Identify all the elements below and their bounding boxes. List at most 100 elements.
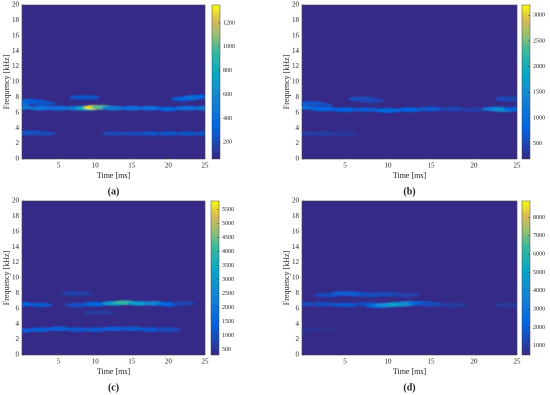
colorbar-tick-label: 3000: [222, 277, 234, 283]
spectral-cell: [138, 131, 162, 136]
colorbar-tick-label: 6000: [533, 252, 545, 258]
spectral-cell: [331, 107, 359, 113]
y-tick-label: 6: [296, 108, 300, 116]
x-tick-label: 15: [128, 358, 136, 366]
spectral-cell: [90, 310, 115, 315]
colorbar-tick-label: 1500: [222, 319, 234, 325]
spectral-cell: [76, 95, 100, 100]
y-tick-label: 10: [12, 274, 20, 282]
spectral-cell: [68, 291, 93, 296]
spectral-cell: [331, 302, 359, 308]
y-tick-label: 16: [292, 227, 300, 235]
y-tick-label: 10: [292, 274, 300, 282]
colorbar: [521, 4, 531, 160]
spectral-cell: [138, 105, 162, 111]
x-tick-label: 15: [428, 162, 436, 170]
plot-area: [302, 5, 517, 159]
colorbar-tick-label: 3000: [533, 307, 545, 313]
x-axis-label: Time [ms]: [393, 367, 427, 376]
spectral-cell: [331, 131, 359, 136]
y-tick-label: 12: [292, 62, 300, 70]
spectral-cell: [374, 108, 402, 113]
y-tick-label: 6: [16, 108, 20, 116]
colorbar: [211, 4, 221, 160]
spectral-cell: [156, 106, 181, 112]
plot-area: [22, 201, 205, 355]
y-tick-label: 8: [296, 93, 300, 101]
spectral-cell: [395, 107, 424, 113]
y-tick-label: 0: [16, 351, 20, 359]
spectrogram: [302, 291, 517, 332]
spectral-cell: [460, 107, 488, 113]
colorbar-tick-label: 5000: [222, 221, 234, 227]
spectral-cell: [65, 327, 89, 332]
spectral-cell: [120, 326, 144, 332]
spectral-cell: [309, 301, 338, 307]
spectral-cell: [28, 327, 53, 332]
y-tick-label: 16: [12, 227, 20, 235]
x-tick-label: 20: [471, 358, 479, 366]
y-tick-label: 20: [292, 1, 300, 9]
colorbar-tick-label: 2500: [533, 38, 545, 44]
spectral-cell: [32, 101, 56, 106]
spectral-cell: [193, 105, 205, 111]
spectral-cell: [83, 301, 107, 307]
x-tick-label: 25: [514, 358, 522, 366]
colorbar-tick-label: 1500: [533, 90, 545, 96]
y-tick-label: 0: [296, 351, 300, 359]
y-axis-label: Frequency [kHz]: [282, 250, 291, 305]
spectral-cell: [120, 131, 144, 136]
caption: (a): [108, 186, 120, 197]
spectral-cell: [309, 106, 338, 112]
spectral-cell: [309, 131, 338, 136]
caption: (b): [403, 186, 415, 197]
colorbar-tick-label: 7000: [533, 233, 545, 239]
y-tick-label: 4: [296, 124, 300, 132]
spectral-cell: [193, 94, 205, 99]
spectral-cell: [174, 105, 199, 111]
y-tick-label: 18: [12, 16, 20, 24]
x-tick-label: 25: [202, 358, 210, 366]
spectral-cell: [391, 292, 419, 298]
spectral-cell: [120, 105, 144, 111]
spectral-cell: [46, 105, 71, 111]
colorbar-tick-label: 500: [533, 141, 542, 147]
x-tick-label: 5: [343, 358, 347, 366]
colorbar-tick-label: 4000: [533, 288, 545, 294]
colorbar-tick-label: 1000: [533, 343, 545, 349]
colorbar: [521, 200, 531, 356]
colorbar-tick-label: 5500: [222, 207, 234, 213]
x-tick-label: 20: [471, 162, 479, 170]
y-tick-label: 18: [292, 212, 300, 220]
spectral-cell: [46, 326, 71, 332]
colorbar-tick-label: 2000: [533, 325, 545, 331]
y-tick-label: 10: [12, 78, 20, 86]
y-tick-label: 18: [292, 16, 300, 24]
colorbar-tick-label: 5000: [533, 270, 545, 276]
colorbar-tick-label: 1000: [222, 333, 234, 339]
x-tick-label: 15: [428, 358, 436, 366]
y-axis-label: Frequency [kHz]: [2, 250, 11, 305]
spectral-cell: [138, 327, 162, 332]
x-axis-label: Time [ms]: [97, 367, 131, 376]
y-tick-label: 8: [16, 93, 20, 101]
spectral-cell: [417, 106, 445, 112]
y-tick-label: 8: [16, 289, 20, 297]
colorbar-tick-label: 2000: [222, 305, 234, 311]
x-tick-label: 20: [165, 358, 173, 366]
colorbar-tick-label: 1000: [533, 115, 545, 121]
y-tick-label: 20: [12, 197, 20, 205]
spectral-cell: [438, 302, 467, 308]
colorbar-tick-label: 1000: [223, 44, 235, 50]
y-tick-label: 16: [12, 31, 20, 39]
plot-area: [302, 201, 517, 355]
x-tick-label: 5: [343, 162, 347, 170]
spectral-cell: [352, 107, 381, 113]
y-tick-label: 12: [292, 258, 300, 266]
spectral-cell: [193, 131, 205, 136]
spectral-cell: [503, 302, 517, 308]
y-tick-label: 18: [12, 212, 20, 220]
spectrogram: [302, 96, 517, 136]
y-tick-label: 8: [296, 289, 300, 297]
x-tick-label: 15: [128, 162, 136, 170]
